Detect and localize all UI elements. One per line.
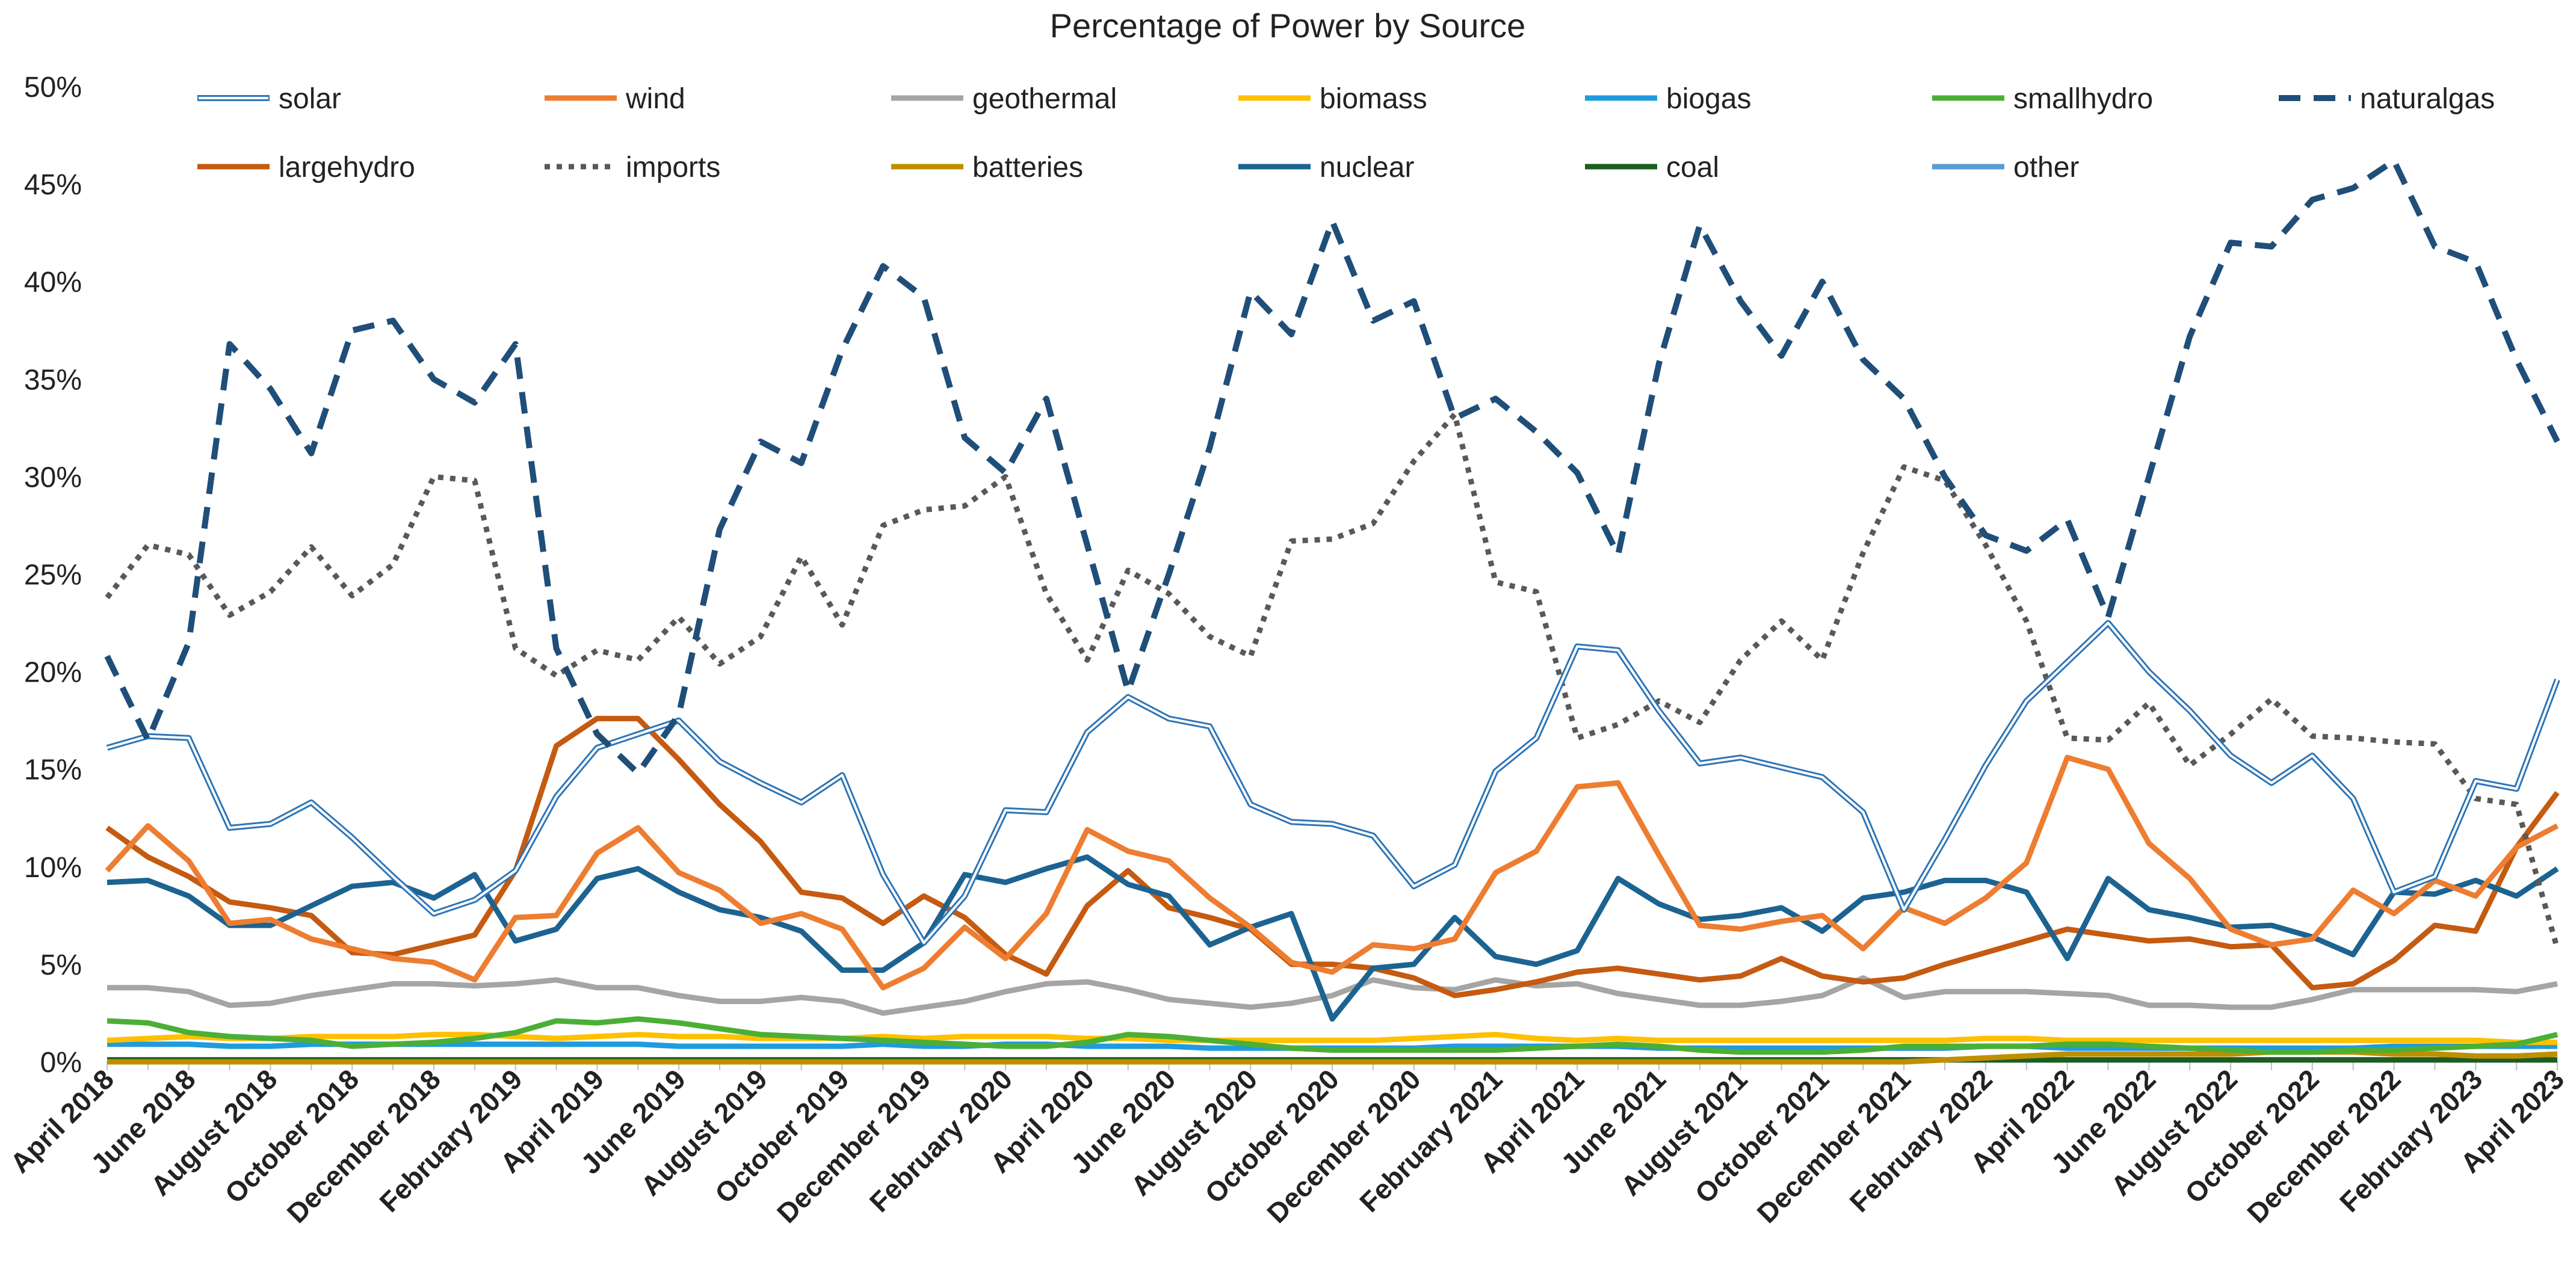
y-tick-label: 15%: [24, 754, 82, 786]
legend-item-nuclear: nuclear: [1238, 152, 1414, 183]
series-naturalgas: [104, 158, 2560, 777]
series-biomass: [107, 1032, 2557, 1046]
series-layer: [104, 158, 2560, 1065]
series-nuclear: [107, 854, 2559, 1022]
legend: solar wind geothermal biomass biogas smallhyd…: [197, 83, 2495, 183]
series-line-batteries: [107, 1049, 2558, 1065]
y-tick-label: 20%: [24, 657, 82, 689]
legend-item-coal: coal: [1585, 152, 1719, 183]
series-line-smallhydro: [107, 1016, 2559, 1055]
legend-label-batteries: batteries: [972, 152, 1083, 183]
legend-item-imports: imports: [545, 152, 720, 183]
legend-label-biomass: biomass: [1320, 83, 1427, 115]
y-tick-label: 0%: [40, 1047, 82, 1079]
legend-label-solar: solar: [279, 83, 341, 115]
chart-title: Percentage of Power by Source: [1050, 7, 1526, 45]
x-tick-label: December 2018: [281, 1063, 446, 1228]
y-tick-label: 25%: [24, 559, 82, 591]
legend-label-imports: imports: [626, 152, 720, 183]
series-line-largehydro: [105, 715, 2560, 999]
x-tick-label: December 2021: [1751, 1063, 1917, 1228]
x-tick-label: December 2022: [2241, 1063, 2406, 1228]
legend-label-nuclear: nuclear: [1320, 152, 1414, 183]
y-tick-label: 5%: [40, 949, 82, 981]
legend-item-other: other: [1932, 152, 2079, 183]
x-tick-label: February 2023: [2334, 1063, 2488, 1218]
y-tick-label: 50%: [24, 72, 82, 103]
legend-label-geothermal: geothermal: [972, 83, 1117, 115]
y-tick-label: 10%: [24, 852, 82, 884]
y-tick-label: 40%: [24, 267, 82, 298]
legend-item-smallhydro: smallhydro: [1932, 83, 2153, 115]
series-line-geothermal: [107, 975, 2558, 1016]
series-largehydro: [105, 715, 2560, 999]
series-wind: [105, 754, 2559, 991]
x-tick-label: February 2021: [1353, 1063, 1508, 1218]
series-geothermal: [107, 975, 2558, 1016]
series-batteries: [107, 1049, 2558, 1065]
x-tick-label: February 2020: [863, 1063, 1018, 1218]
y-tick-label: 45%: [24, 169, 82, 201]
legend-label-naturalgas: naturalgas: [2360, 83, 2495, 115]
legend-label-largehydro: largehydro: [279, 152, 415, 183]
y-axis: 0% 5% 10% 15% 20% 25% 30% 35% 40% 45% 50%: [24, 72, 82, 1079]
legend-item-geothermal: geothermal: [891, 83, 1117, 115]
y-tick-label: 30%: [24, 461, 82, 493]
x-tick-label: February 2022: [1844, 1063, 1998, 1218]
legend-item-wind: wind: [545, 83, 685, 115]
series-line-imports: [105, 411, 2560, 950]
series-imports: [105, 411, 2560, 950]
legend-label-coal: coal: [1666, 152, 1719, 183]
series-line-solar-inner: [107, 621, 2559, 945]
series-line-biomass: [107, 1032, 2557, 1046]
legend-item-biogas: biogas: [1585, 83, 1751, 115]
series-solar: [106, 620, 2560, 946]
legend-item-naturalgas: naturalgas: [2279, 83, 2495, 115]
series-line-nuclear: [107, 854, 2559, 1022]
legend-item-batteries: batteries: [891, 152, 1083, 183]
legend-label-other: other: [2013, 152, 2079, 183]
legend-item-largehydro: largehydro: [197, 152, 415, 183]
legend-label-wind: wind: [625, 83, 685, 115]
legend-item-solar: solar: [197, 83, 341, 115]
legend-label-smallhydro: smallhydro: [2013, 83, 2153, 115]
legend-label-biogas: biogas: [1666, 83, 1751, 115]
series-line-solar-outer: [106, 620, 2560, 946]
series-line-wind: [105, 754, 2559, 991]
y-tick-label: 35%: [24, 364, 82, 396]
x-tick-label: February 2019: [373, 1063, 528, 1218]
x-tick-label: December 2020: [1261, 1063, 1426, 1228]
series-line-naturalgas: [104, 158, 2560, 777]
legend-item-biomass: biomass: [1238, 83, 1427, 115]
series-smallhydro: [107, 1016, 2559, 1055]
x-tick-label: December 2019: [771, 1063, 936, 1228]
